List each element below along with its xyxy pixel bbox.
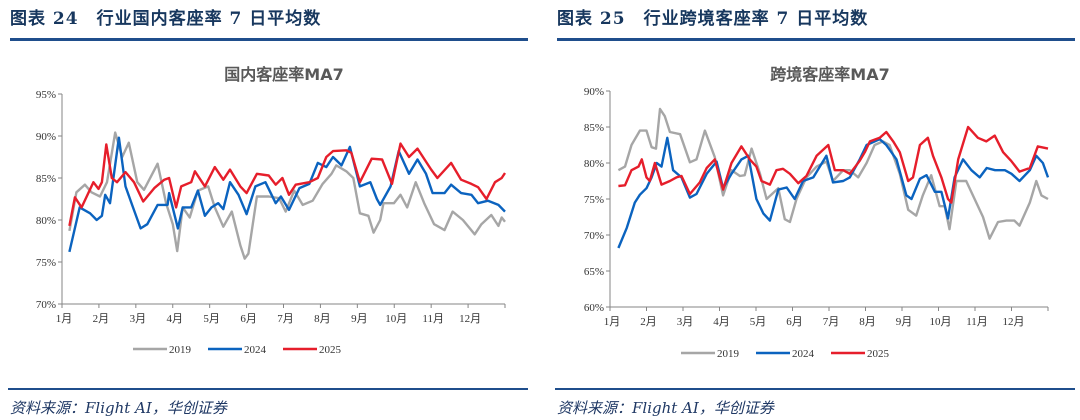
x-tick-label: 5月 [203, 313, 220, 325]
y-tick-label: 85% [36, 173, 56, 185]
source-note-right: 资料来源：Flight AI，华创证券 [557, 399, 774, 417]
legend-label-2019: 2019 [717, 348, 740, 360]
legend-label-2025: 2025 [867, 348, 890, 360]
y-tick-label: 70% [584, 230, 604, 242]
chart-title: 国内客座率MA7 [224, 65, 343, 84]
y-tick-label: 75% [584, 194, 604, 206]
header-rule-left [10, 38, 528, 41]
figure-title-25: 图表 25 行业跨境客座率 7 日平均数 [557, 9, 869, 29]
legend-label-2024: 2024 [244, 344, 267, 356]
x-tick-label: 6月 [786, 316, 803, 328]
y-tick-label: 95% [36, 89, 56, 101]
y-tick-label: 80% [36, 215, 56, 227]
x-tick-label: 11月 [966, 316, 988, 328]
header-rule-right [557, 38, 1075, 41]
legend-label-2019: 2019 [169, 344, 192, 356]
x-tick-label: 12月 [459, 313, 481, 325]
x-tick-label: 7月 [823, 316, 840, 328]
x-tick-label: 1月 [604, 316, 621, 328]
source-note-left: 资料来源：Flight AI，华创证券 [10, 399, 227, 417]
y-tick-label: 90% [584, 86, 604, 98]
x-tick-label: 3月 [677, 316, 694, 328]
x-tick-label: 8月 [314, 313, 331, 325]
x-tick-label: 2月 [640, 316, 657, 328]
x-tick-label: 12月 [1003, 316, 1025, 328]
x-tick-label: 9月 [351, 313, 368, 325]
y-tick-label: 65% [584, 266, 604, 278]
x-tick-label: 3月 [130, 313, 147, 325]
series-line-2019 [68, 131, 506, 260]
x-tick-label: 6月 [240, 313, 257, 325]
y-tick-label: 85% [584, 122, 604, 134]
x-tick-label: 7月 [277, 313, 294, 325]
x-tick-label: 9月 [896, 316, 913, 328]
figure-title-24: 图表 24 行业国内客座率 7 日平均数 [10, 9, 322, 29]
series-line-2024 [68, 136, 506, 253]
y-tick-label: 90% [36, 131, 56, 143]
series-line-2025 [618, 125, 1049, 204]
x-tick-label: 5月 [750, 316, 767, 328]
x-tick-label: 4月 [167, 313, 184, 325]
y-tick-label: 60% [584, 302, 604, 314]
x-tick-label: 1月 [56, 313, 73, 325]
footer-rule-right [555, 388, 1075, 390]
y-tick-label: 70% [36, 299, 56, 311]
y-tick-label: 75% [36, 257, 56, 269]
x-tick-label: 10月 [930, 316, 952, 328]
series-line-2024 [617, 136, 1050, 249]
x-tick-label: 10月 [385, 313, 407, 325]
series-line-2025 [68, 142, 507, 227]
y-tick-label: 80% [584, 158, 604, 170]
legend-label-2024: 2024 [792, 348, 815, 360]
legend-label-2025: 2025 [319, 344, 342, 356]
chart-title: 跨境客座率MA7 [770, 65, 889, 84]
x-tick-label: 2月 [93, 313, 110, 325]
x-tick-label: 8月 [859, 316, 876, 328]
x-tick-label: 4月 [713, 316, 730, 328]
x-tick-label: 11月 [422, 313, 444, 325]
footer-rule-left [8, 388, 528, 390]
